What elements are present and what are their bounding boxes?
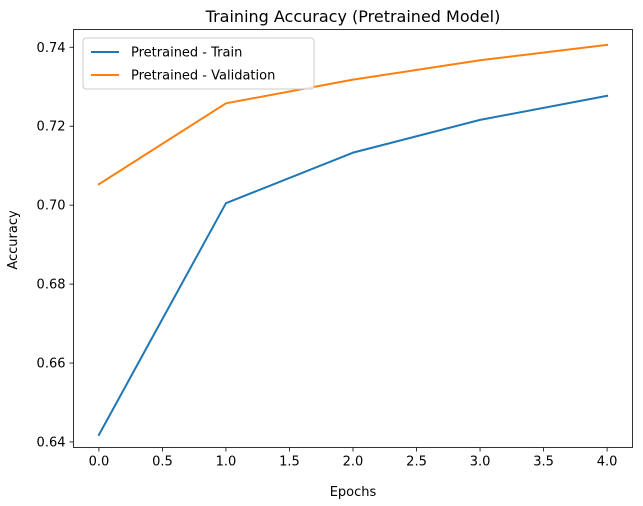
legend: Pretrained - Train Pretrained - Validatio… xyxy=(82,37,315,90)
series-line-train xyxy=(97,94,609,437)
x-tick-label: 0.5 xyxy=(152,455,173,470)
legend-label: Pretrained - Train xyxy=(131,46,242,61)
y-tick-label: 0.68 xyxy=(37,278,66,293)
chart-title: Training Accuracy (Pretrained Model) xyxy=(205,7,501,26)
y-axis-ticks: 0.64 0.66 0.68 0.70 0.72 0.74 xyxy=(37,41,74,450)
x-tick-label: 2.0 xyxy=(343,455,364,470)
y-tick-label: 0.74 xyxy=(37,41,66,56)
x-tick-label: 1.5 xyxy=(279,455,300,470)
x-tick-label: 1.0 xyxy=(216,455,237,470)
y-tick-label: 0.64 xyxy=(37,435,66,450)
plot-area-frame xyxy=(73,29,633,448)
x-axis-label: Epochs xyxy=(330,485,377,500)
y-axis-label: Accuracy xyxy=(6,210,21,270)
series-layer xyxy=(97,43,609,437)
legend-frame xyxy=(82,37,315,90)
series-line-validation xyxy=(97,43,609,186)
x-tick-label: 3.5 xyxy=(533,455,554,470)
y-tick-label: 0.66 xyxy=(37,357,66,372)
x-tick-label: 2.5 xyxy=(406,455,427,470)
y-tick-label: 0.72 xyxy=(37,120,66,135)
x-tick-label: 0.0 xyxy=(89,455,110,470)
x-axis-ticks: 0.0 0.5 1.0 1.5 2.0 2.5 3.0 3.5 4.0 xyxy=(89,447,618,470)
x-tick-label: 3.0 xyxy=(470,455,491,470)
x-tick-label: 4.0 xyxy=(597,455,618,470)
legend-label: Pretrained - Validation xyxy=(131,69,275,84)
y-tick-label: 0.70 xyxy=(37,199,66,214)
